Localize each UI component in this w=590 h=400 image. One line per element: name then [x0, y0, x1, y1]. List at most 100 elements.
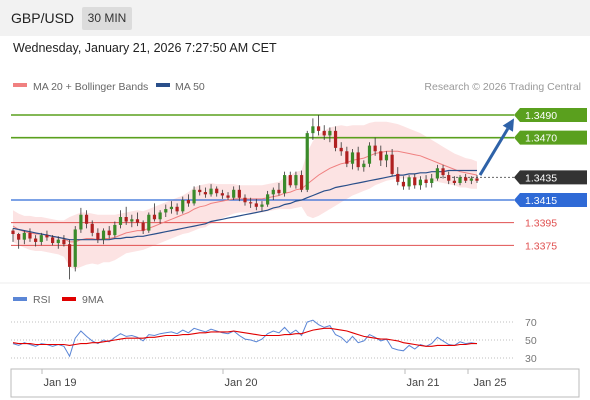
candle — [316, 115, 321, 136]
candle — [249, 197, 253, 208]
candle — [430, 173, 434, 188]
candle — [96, 228, 100, 244]
level-label-last: 1.3435 — [525, 172, 557, 184]
rsi-line — [12, 319, 478, 358]
candle — [458, 175, 462, 186]
candle — [345, 146, 349, 168]
candle — [271, 187, 275, 200]
candle — [169, 201, 174, 214]
rsi-grid: 70 50 30 — [11, 317, 537, 365]
level-tag-resistance — [514, 108, 587, 122]
ma9-legend-swatch — [62, 297, 76, 301]
candle — [67, 239, 72, 280]
forecast-arrow — [478, 118, 514, 176]
candle — [147, 212, 151, 233]
candle — [441, 164, 445, 179]
candle — [56, 236, 60, 249]
level-tag-resistance — [514, 130, 587, 145]
candle — [266, 190, 270, 207]
level-tag-pivot — [514, 193, 587, 207]
level-lines — [11, 114, 517, 246]
level-label-resistance: 1.3470 — [525, 133, 557, 145]
candle — [124, 206, 128, 225]
rsi-tick-label: 50 — [525, 335, 537, 347]
candle — [158, 210, 162, 224]
candle — [401, 176, 406, 190]
time-tick-label: Jan 19 — [43, 377, 76, 389]
candle — [299, 170, 304, 193]
candle — [51, 235, 55, 246]
forecast-arrow-head — [502, 118, 514, 132]
candle — [84, 210, 89, 229]
candle — [277, 183, 281, 196]
candle — [203, 187, 207, 198]
candle — [215, 186, 219, 197]
candle — [243, 194, 247, 206]
candle — [260, 201, 264, 212]
candle — [130, 214, 134, 228]
candles — [11, 115, 479, 280]
rsi-lines — [12, 319, 478, 358]
candle — [418, 176, 423, 190]
ma50-legend-swatch — [156, 83, 170, 87]
candle — [17, 232, 21, 249]
rsi-legend-label: RSI — [33, 294, 51, 306]
ma50-legend-label: MA 50 — [175, 81, 205, 93]
candle — [384, 151, 389, 168]
candle — [101, 228, 106, 245]
candle — [322, 125, 326, 140]
symbol-title: GBP/USD — [11, 10, 75, 26]
candle — [62, 235, 66, 247]
candle — [373, 137, 377, 156]
rsi-legend-swatch — [13, 297, 27, 301]
candle — [413, 173, 417, 189]
candle — [79, 207, 83, 233]
rsi-tick-label: 30 — [525, 353, 537, 365]
candle — [447, 171, 451, 185]
candle — [379, 145, 383, 166]
candle — [396, 167, 400, 186]
candle — [475, 175, 479, 183]
candle — [333, 126, 338, 152]
candle — [362, 160, 366, 172]
rsi-tick-label: 70 — [525, 317, 537, 329]
copyright-text: Research © 2026 Trading Central — [424, 81, 581, 93]
candle — [435, 164, 439, 181]
candle — [181, 196, 185, 214]
candle — [390, 149, 394, 177]
date-text: Wednesday, January 21, 2026 7:27:50 AM C… — [13, 41, 277, 55]
candle — [469, 176, 473, 185]
candle — [305, 130, 309, 193]
candle — [367, 142, 372, 168]
candle — [45, 230, 49, 241]
candle — [90, 220, 94, 237]
candle — [237, 185, 241, 202]
candle — [232, 186, 236, 200]
time-tick-label: Jan 20 — [224, 377, 257, 389]
candle — [294, 171, 298, 189]
candle — [288, 171, 292, 188]
level-tags: 1.3490 1.3470 1.3435 1.3415 1.3395 1.3375 — [514, 108, 587, 252]
candle — [209, 184, 213, 197]
candle — [141, 220, 145, 234]
candle — [464, 173, 468, 183]
level-label-support: 1.3395 — [525, 218, 557, 230]
candle — [39, 232, 43, 246]
time-tick-label: Jan 25 — [473, 377, 506, 389]
candle — [113, 221, 117, 238]
rsi-ma9-line — [12, 327, 477, 347]
timeframe-button[interactable]: 30 MIN — [82, 7, 132, 30]
time-tick-label: Jan 21 — [406, 377, 439, 389]
level-label-support: 1.3375 — [525, 240, 557, 252]
candle — [28, 228, 32, 242]
candle — [350, 149, 355, 170]
time-axis — [10, 368, 580, 398]
candle — [198, 185, 202, 196]
candle — [254, 198, 258, 211]
candle — [283, 171, 287, 197]
candle — [226, 192, 230, 200]
candle — [424, 175, 428, 188]
candle — [152, 203, 157, 222]
candle — [311, 118, 315, 140]
